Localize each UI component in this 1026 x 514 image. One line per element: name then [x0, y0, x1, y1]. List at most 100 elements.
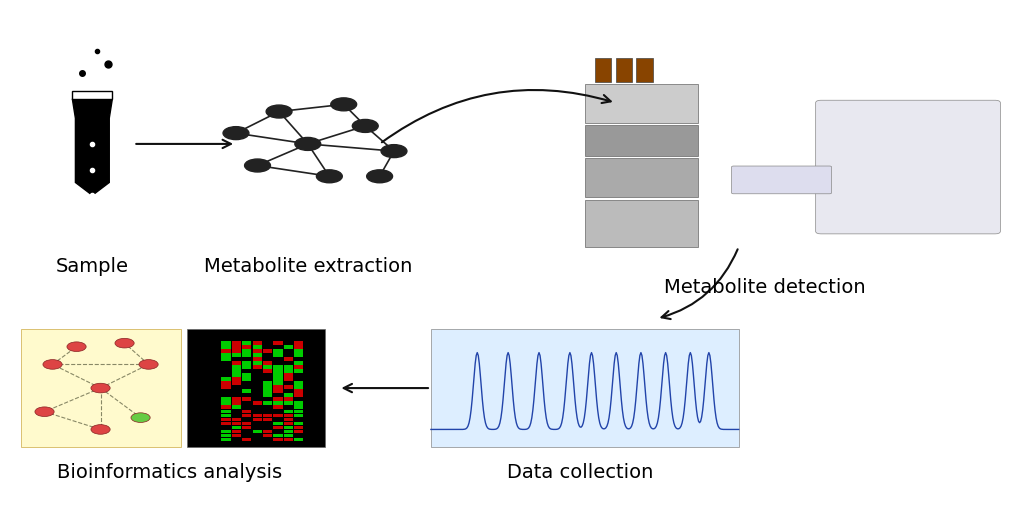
Bar	[263, 421, 272, 425]
Text: Data collection: Data collection	[507, 463, 653, 482]
Bar	[242, 401, 251, 405]
Bar	[252, 377, 262, 381]
Bar	[222, 345, 231, 349]
Bar	[242, 406, 251, 409]
Bar	[283, 434, 293, 437]
Bar	[294, 410, 304, 413]
Bar	[263, 410, 272, 413]
Bar	[232, 397, 241, 401]
Bar	[263, 353, 272, 357]
Text: Bioinformatics analysis: Bioinformatics analysis	[56, 463, 282, 482]
Circle shape	[381, 144, 407, 158]
Bar	[232, 373, 241, 377]
Bar	[232, 381, 241, 385]
Bar	[232, 437, 241, 441]
Bar	[294, 381, 304, 385]
Bar	[273, 341, 282, 345]
Bar	[252, 357, 262, 361]
Bar	[242, 426, 251, 429]
Bar	[294, 386, 304, 389]
Bar	[294, 373, 304, 377]
Bar	[294, 345, 304, 349]
Bar	[273, 361, 282, 365]
Bar	[283, 401, 293, 405]
Circle shape	[223, 126, 249, 140]
Bar	[252, 345, 262, 349]
Bar	[263, 434, 272, 437]
Circle shape	[139, 360, 158, 369]
Bar	[242, 434, 251, 437]
Bar	[222, 349, 231, 353]
Bar	[222, 426, 231, 429]
Bar	[252, 434, 262, 437]
FancyBboxPatch shape	[732, 166, 831, 194]
Bar	[283, 437, 293, 441]
Bar	[273, 430, 282, 433]
Bar	[232, 341, 241, 345]
Bar	[283, 345, 293, 349]
Bar	[222, 437, 231, 441]
PathPatch shape	[72, 99, 112, 195]
Bar	[294, 401, 304, 405]
Bar	[232, 377, 241, 381]
Bar	[252, 393, 262, 397]
Bar	[222, 434, 231, 437]
Bar	[242, 370, 251, 373]
Bar	[242, 410, 251, 413]
Bar	[232, 386, 241, 389]
Bar	[232, 353, 241, 357]
Bar	[242, 357, 251, 361]
Bar	[263, 381, 272, 385]
Bar	[263, 401, 272, 405]
Bar	[242, 397, 251, 401]
Bar	[294, 361, 304, 365]
Bar	[273, 437, 282, 441]
Bar	[283, 365, 293, 369]
Bar	[273, 414, 282, 417]
Circle shape	[43, 360, 63, 369]
Bar	[232, 417, 241, 421]
Bar	[232, 361, 241, 365]
Circle shape	[316, 170, 343, 183]
FancyBboxPatch shape	[636, 58, 653, 82]
Circle shape	[67, 342, 86, 352]
Bar	[222, 390, 231, 393]
Bar	[283, 397, 293, 401]
Circle shape	[330, 98, 357, 111]
Bar	[273, 426, 282, 429]
Bar	[252, 341, 262, 345]
Bar	[263, 377, 272, 381]
Bar	[294, 417, 304, 421]
Bar	[263, 417, 272, 421]
Bar	[252, 381, 262, 385]
Bar	[222, 414, 231, 417]
Bar	[283, 417, 293, 421]
Bar	[232, 414, 241, 417]
Bar	[242, 437, 251, 441]
Bar	[294, 437, 304, 441]
FancyBboxPatch shape	[595, 58, 611, 82]
Bar	[283, 357, 293, 361]
Bar	[283, 341, 293, 345]
Bar	[294, 377, 304, 381]
Bar	[283, 393, 293, 397]
Bar	[242, 414, 251, 417]
Bar	[273, 370, 282, 373]
Bar	[263, 341, 272, 345]
Bar	[222, 417, 231, 421]
Bar	[273, 345, 282, 349]
Bar	[283, 410, 293, 413]
Bar	[252, 437, 262, 441]
Bar	[242, 381, 251, 385]
Bar	[252, 390, 262, 393]
Bar	[232, 357, 241, 361]
Bar	[263, 361, 272, 365]
Bar	[263, 365, 272, 369]
Bar	[273, 349, 282, 353]
Bar	[263, 397, 272, 401]
Bar	[252, 373, 262, 377]
Bar	[263, 390, 272, 393]
Circle shape	[294, 137, 321, 151]
Bar	[273, 373, 282, 377]
Bar	[252, 430, 262, 433]
